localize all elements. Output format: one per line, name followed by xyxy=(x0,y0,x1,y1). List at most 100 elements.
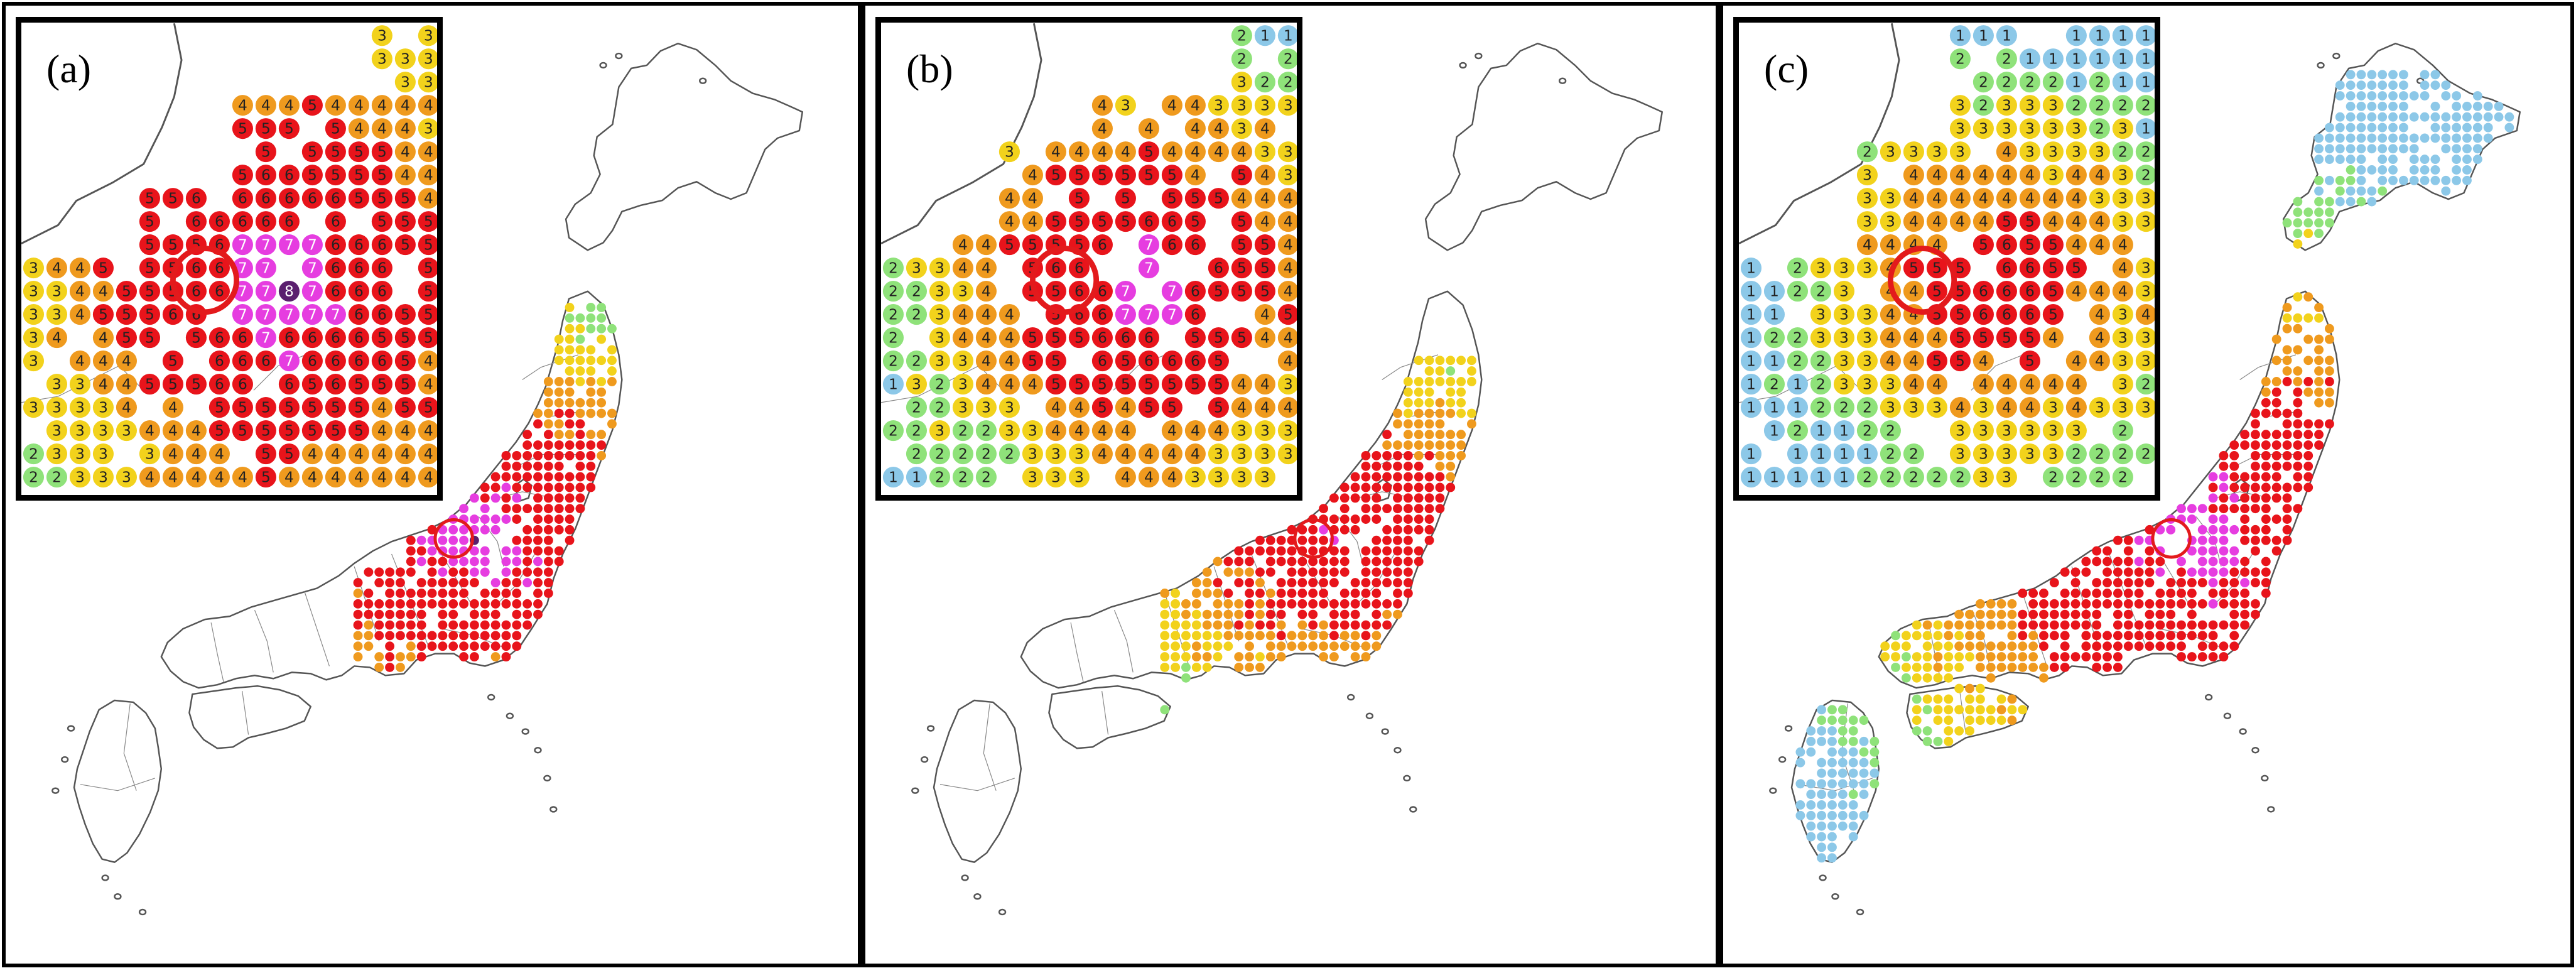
intensity-circle-icon xyxy=(2441,175,2451,185)
intensity-circle-icon xyxy=(2324,387,2334,397)
intensity-circle-icon xyxy=(348,467,369,488)
intensity-circle-icon xyxy=(1856,420,1878,442)
intensity-circle-icon xyxy=(575,366,585,376)
intensity-circle-icon xyxy=(1213,578,1223,588)
intensity-circle-icon xyxy=(1297,631,1307,641)
svg-text:4: 4 xyxy=(2095,329,2104,346)
svg-text:4: 4 xyxy=(168,398,178,416)
intensity-circle-icon xyxy=(1265,631,1275,641)
intensity-circle-icon xyxy=(2134,535,2144,545)
svg-text:6: 6 xyxy=(331,282,340,300)
intensity-circle-icon xyxy=(1403,578,1413,588)
intensity-circle-icon xyxy=(1022,188,1043,209)
intensity-circle-icon xyxy=(501,652,511,662)
svg-text:4: 4 xyxy=(1886,236,1895,253)
intensity-circle-icon xyxy=(1393,567,1402,577)
intensity-circle-icon xyxy=(1763,397,1785,418)
intensity-circle-icon xyxy=(2112,327,2133,349)
intensity-circle-icon xyxy=(1171,641,1181,651)
intensity-circle-icon xyxy=(185,467,207,488)
intensity-circle-icon xyxy=(46,304,68,325)
intensity-circle-icon xyxy=(1848,768,1858,778)
intensity-circle-icon xyxy=(2219,504,2229,514)
intensity-circle-icon xyxy=(2060,620,2070,630)
intensity-circle-icon xyxy=(1265,609,1275,619)
intensity-circle-icon xyxy=(2018,631,2028,641)
intensity-circle-icon xyxy=(2346,122,2356,133)
svg-text:2: 2 xyxy=(1284,50,1293,67)
intensity-circle-icon xyxy=(597,334,607,344)
intensity-circle-icon xyxy=(139,211,160,232)
intensity-circle-icon xyxy=(1231,211,1252,232)
svg-text:3: 3 xyxy=(2141,352,2151,369)
intensity-circle-icon xyxy=(2324,122,2334,133)
svg-text:3: 3 xyxy=(401,73,410,90)
intensity-circle-icon xyxy=(1973,165,1994,186)
intensity-circle-icon xyxy=(1740,443,1762,465)
intensity-circle-icon xyxy=(1837,747,1848,757)
intensity-circle-icon xyxy=(2134,641,2144,651)
intensity-circle-icon xyxy=(533,578,543,588)
svg-text:4: 4 xyxy=(1214,421,1223,439)
intensity-circle-icon xyxy=(2441,133,2451,143)
intensity-circle-icon xyxy=(1901,652,1911,661)
intensity-circle-icon xyxy=(46,374,68,395)
intensity-circle-icon xyxy=(2314,186,2324,196)
intensity-circle-icon xyxy=(2293,313,2303,323)
intensity-circle-icon xyxy=(459,578,468,588)
intensity-circle-icon xyxy=(1255,535,1265,545)
intensity-circle-icon xyxy=(2042,420,2064,442)
svg-text:4: 4 xyxy=(145,468,154,486)
intensity-circle-icon xyxy=(1903,258,1924,279)
svg-text:7: 7 xyxy=(238,236,247,253)
intensity-circle-icon xyxy=(2303,313,2314,323)
svg-text:6: 6 xyxy=(1191,305,1200,323)
intensity-circle-icon xyxy=(2409,91,2419,101)
intensity-circle-icon xyxy=(1467,419,1476,429)
svg-text:4: 4 xyxy=(1167,421,1177,439)
svg-text:4: 4 xyxy=(238,96,247,114)
intensity-circle-icon xyxy=(2324,144,2334,154)
intensity-circle-icon xyxy=(418,327,437,349)
intensity-circle-icon xyxy=(2089,304,2110,325)
svg-text:6: 6 xyxy=(331,352,340,369)
svg-text:3: 3 xyxy=(1237,119,1247,137)
intensity-circle-icon xyxy=(2441,112,2451,122)
svg-text:5: 5 xyxy=(1051,212,1061,230)
svg-text:4: 4 xyxy=(2072,166,2081,183)
intensity-circle-icon xyxy=(1954,641,1964,651)
intensity-circle-icon xyxy=(512,641,522,651)
intensity-circle-icon xyxy=(1837,736,1848,746)
intensity-circle-icon xyxy=(565,493,575,503)
intensity-circle-icon xyxy=(975,420,997,442)
intensity-circle-icon xyxy=(1403,387,1413,397)
svg-text:3: 3 xyxy=(1886,212,1895,230)
svg-text:4: 4 xyxy=(122,375,131,393)
intensity-circle-icon xyxy=(1933,694,1943,704)
svg-text:1: 1 xyxy=(2141,50,2151,67)
intensity-circle-icon xyxy=(1234,599,1244,609)
intensity-circle-icon xyxy=(353,620,363,630)
intensity-circle-icon xyxy=(1435,472,1445,482)
svg-text:3: 3 xyxy=(52,375,62,393)
svg-text:1: 1 xyxy=(2072,26,2081,44)
intensity-circle-icon xyxy=(2197,578,2207,588)
intensity-circle-icon xyxy=(2240,504,2250,514)
intensity-circle-icon xyxy=(512,546,522,556)
svg-text:5: 5 xyxy=(331,143,340,160)
intensity-circle-icon xyxy=(1414,377,1424,386)
svg-text:1: 1 xyxy=(1746,352,1756,369)
intensity-circle-icon xyxy=(1973,211,1994,232)
intensity-circle-icon xyxy=(1975,694,1985,704)
intensity-circle-icon xyxy=(2483,133,2493,143)
intensity-circle-icon xyxy=(1810,351,1832,372)
svg-text:5: 5 xyxy=(1098,212,1107,230)
intensity-circle-icon xyxy=(533,504,543,514)
svg-text:2: 2 xyxy=(935,375,944,393)
intensity-circle-icon xyxy=(522,546,533,556)
intensity-circle-icon xyxy=(2177,641,2186,651)
svg-text:4: 4 xyxy=(958,236,968,253)
svg-text:3: 3 xyxy=(75,375,85,393)
svg-text:4: 4 xyxy=(2072,212,2081,230)
svg-text:3: 3 xyxy=(1839,329,1849,346)
